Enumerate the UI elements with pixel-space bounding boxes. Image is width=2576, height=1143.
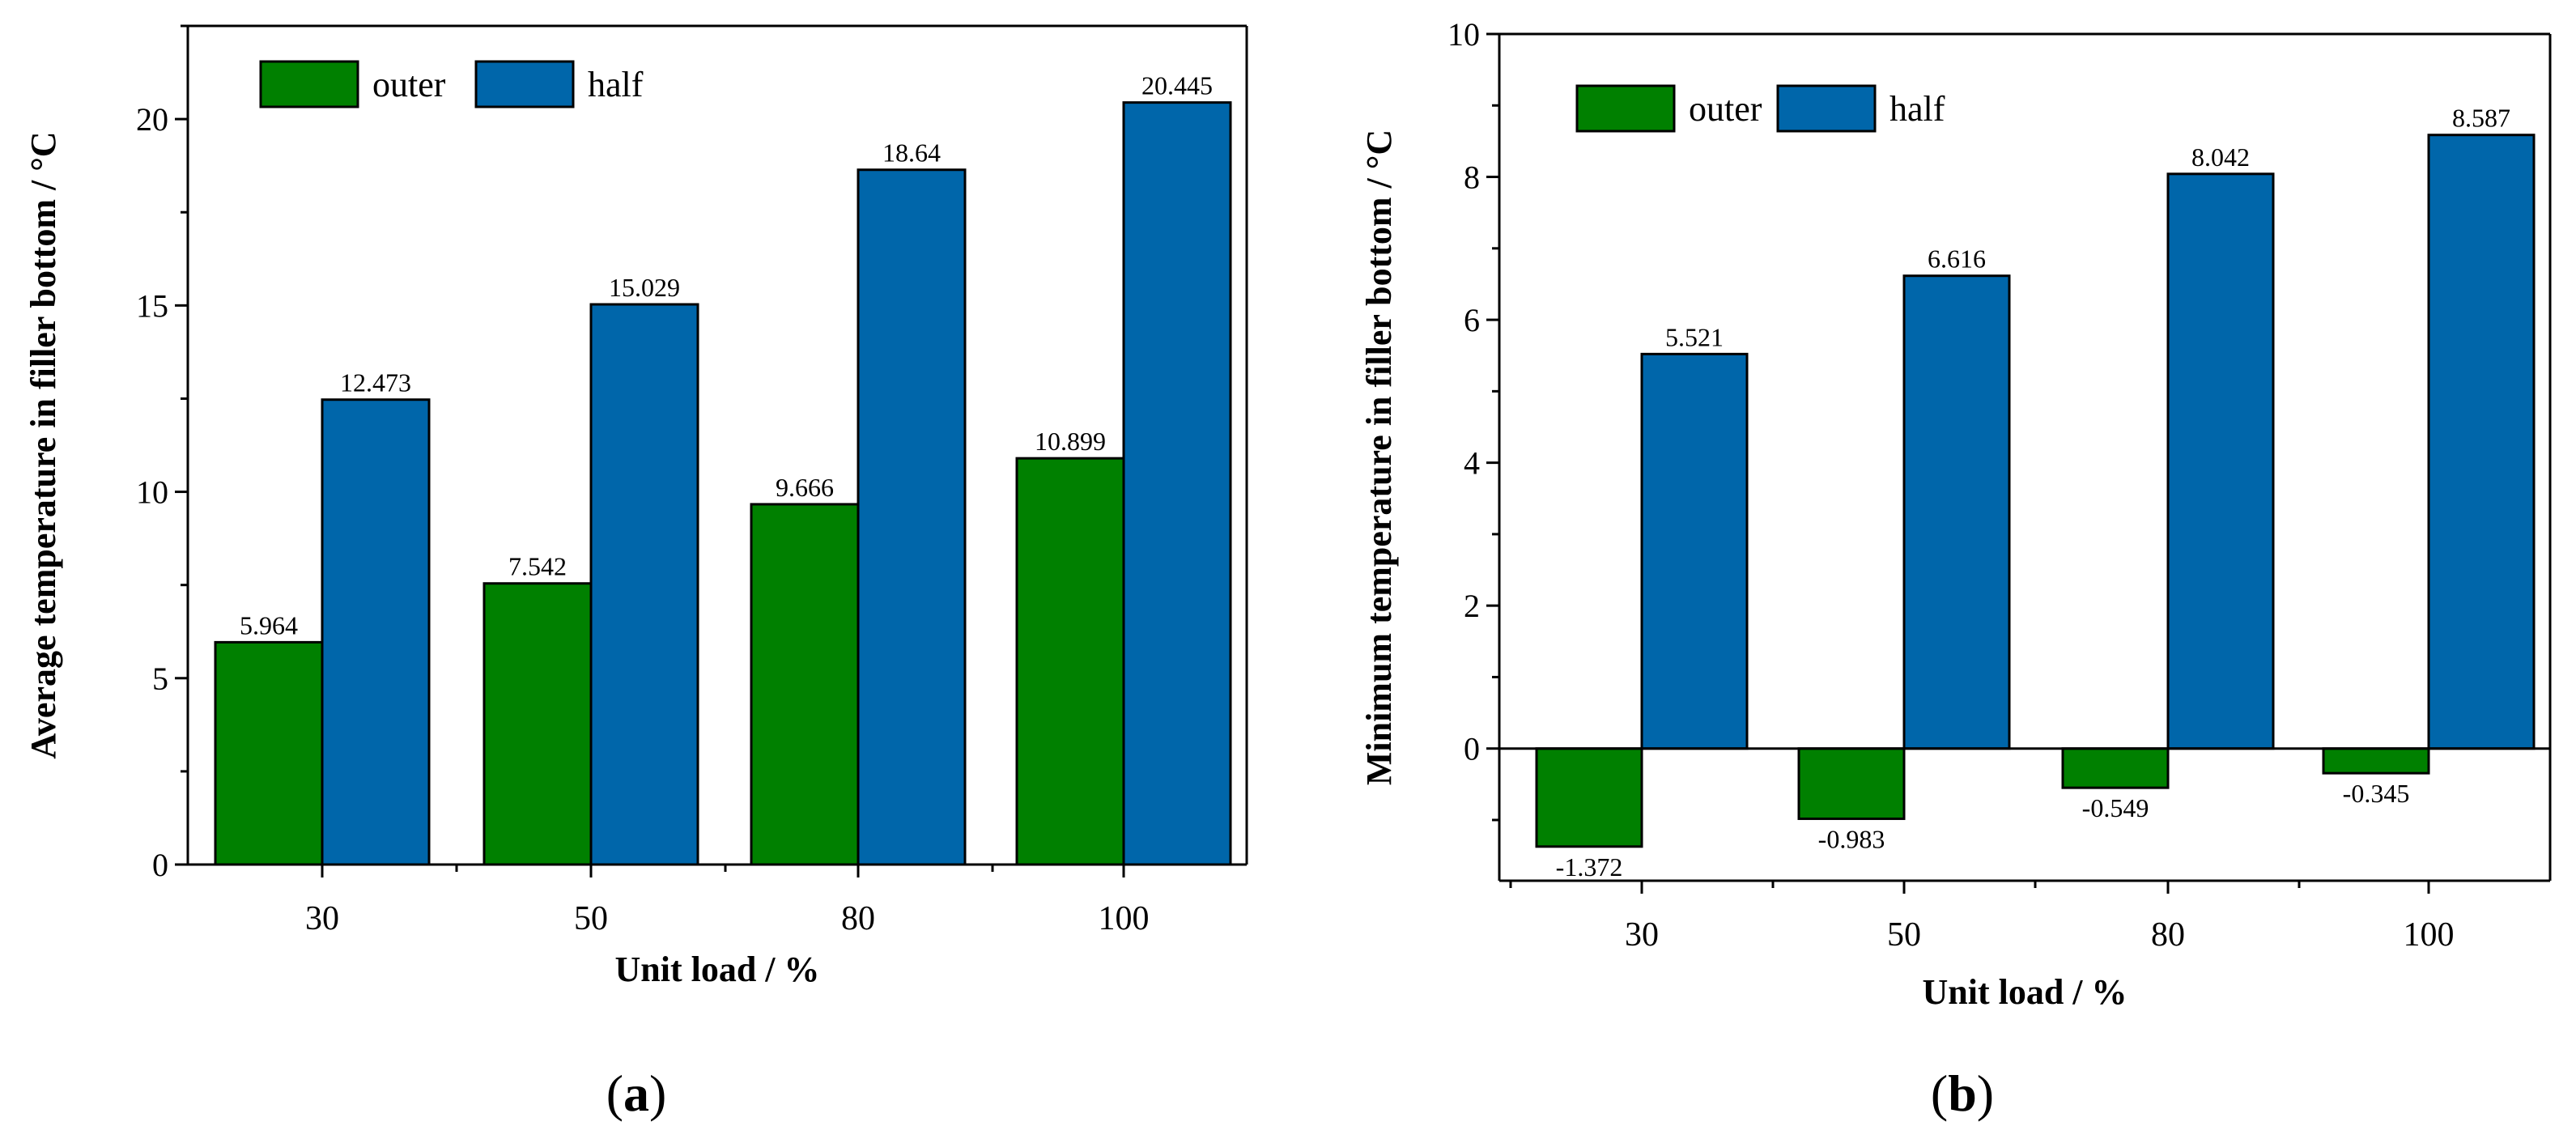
x-tick-label-50: 50 xyxy=(1887,916,1921,954)
data-label-outer-80: 9.666 xyxy=(776,473,834,502)
data-label-half-50: 6.616 xyxy=(1928,244,1986,274)
bar-outer-30 xyxy=(1535,747,1643,848)
x-axis-title: Unit load / % xyxy=(1922,972,2127,1012)
bar-half-50 xyxy=(589,303,699,866)
y-tick-label: 10 xyxy=(1447,16,1480,53)
data-label-half-100: 20.445 xyxy=(1141,71,1213,100)
data-label-outer-50: -0.983 xyxy=(1818,824,1885,853)
y-tick-label: 20 xyxy=(136,101,168,138)
legend-swatch-half xyxy=(1776,84,1877,133)
y-tick-label: 5 xyxy=(152,661,168,697)
y-axis-title: Minimum temperature in filler bottom / °… xyxy=(1359,130,1399,785)
y-tick-label: 0 xyxy=(1464,731,1480,767)
legend-label-outer: outer xyxy=(1689,89,1762,129)
data-label-outer-80: -0.549 xyxy=(2082,793,2149,822)
bar-outer-80 xyxy=(750,503,860,866)
y-tick-label: 4 xyxy=(1464,445,1480,482)
data-label-outer-100: -0.345 xyxy=(2343,779,2410,808)
bar-outer-50 xyxy=(1797,747,1906,820)
panel-label: (a) xyxy=(606,1064,667,1122)
y-axis-title: Average temperature in filler bottom / °… xyxy=(23,131,63,758)
bar-half-80 xyxy=(857,168,967,866)
y-tick-label: 0 xyxy=(152,847,168,883)
legend-swatch-outer xyxy=(1575,84,1676,133)
x-tick-label-80: 80 xyxy=(2151,916,2185,954)
legend-swatch-outer xyxy=(259,60,359,108)
chart-panel-b: -1.372 -0.983 -0.549 -0.345 5.521 6.616 8.042 8… xyxy=(1359,16,2552,1122)
legend-label-half: half xyxy=(588,65,644,104)
y-tick-label: 15 xyxy=(136,287,168,324)
x-tick-label-100: 100 xyxy=(1099,900,1150,937)
chart-panel-a: 5.964 7.542 9.666 10.899 12.473 15.029 18.64 20… xyxy=(23,24,1248,1122)
x-tick-label-80: 80 xyxy=(841,900,875,937)
bar-half-30 xyxy=(321,398,431,866)
data-label-half-50: 15.029 xyxy=(609,273,680,302)
data-label-outer-30: -1.372 xyxy=(1556,852,1623,882)
x-tick-label-30: 30 xyxy=(305,900,339,937)
panel-label: (b) xyxy=(1931,1064,1994,1122)
bar-half-50 xyxy=(1902,274,2011,750)
bar-half-30 xyxy=(1640,352,1749,750)
x-tick-label-50: 50 xyxy=(574,900,608,937)
y-tick-label: 8 xyxy=(1464,159,1480,196)
legend-label-half: half xyxy=(1889,89,1945,129)
data-label-outer-50: 7.542 xyxy=(508,552,567,581)
bar-half-80 xyxy=(2166,172,2275,750)
bar-outer-100 xyxy=(2322,747,2430,775)
bar-outer-50 xyxy=(482,582,593,866)
data-label-half-30: 5.521 xyxy=(1665,322,1724,351)
x-tick-label-100: 100 xyxy=(2404,916,2455,954)
bar-half-100 xyxy=(2427,134,2536,750)
bar-outer-80 xyxy=(2061,747,2170,789)
data-label-half-80: 8.042 xyxy=(2191,142,2250,172)
legend-swatch-half xyxy=(474,60,575,108)
data-label-outer-30: 5.964 xyxy=(240,610,298,639)
x-tick-label-30: 30 xyxy=(1625,916,1659,954)
legend-label-outer: outer xyxy=(372,65,446,104)
bar-outer-30 xyxy=(214,640,324,866)
x-axis-title: Unit load / % xyxy=(614,950,819,989)
y-tick-label: 2 xyxy=(1464,588,1480,624)
y-tick-label: 6 xyxy=(1464,302,1480,338)
data-label-half-100: 8.587 xyxy=(2452,104,2510,133)
bar-half-100 xyxy=(1122,101,1232,866)
data-label-half-30: 12.473 xyxy=(340,368,411,397)
data-label-outer-100: 10.899 xyxy=(1035,427,1106,456)
bar-outer-100 xyxy=(1015,457,1125,866)
y-tick-label: 10 xyxy=(136,474,168,511)
data-label-half-80: 18.64 xyxy=(882,138,941,168)
